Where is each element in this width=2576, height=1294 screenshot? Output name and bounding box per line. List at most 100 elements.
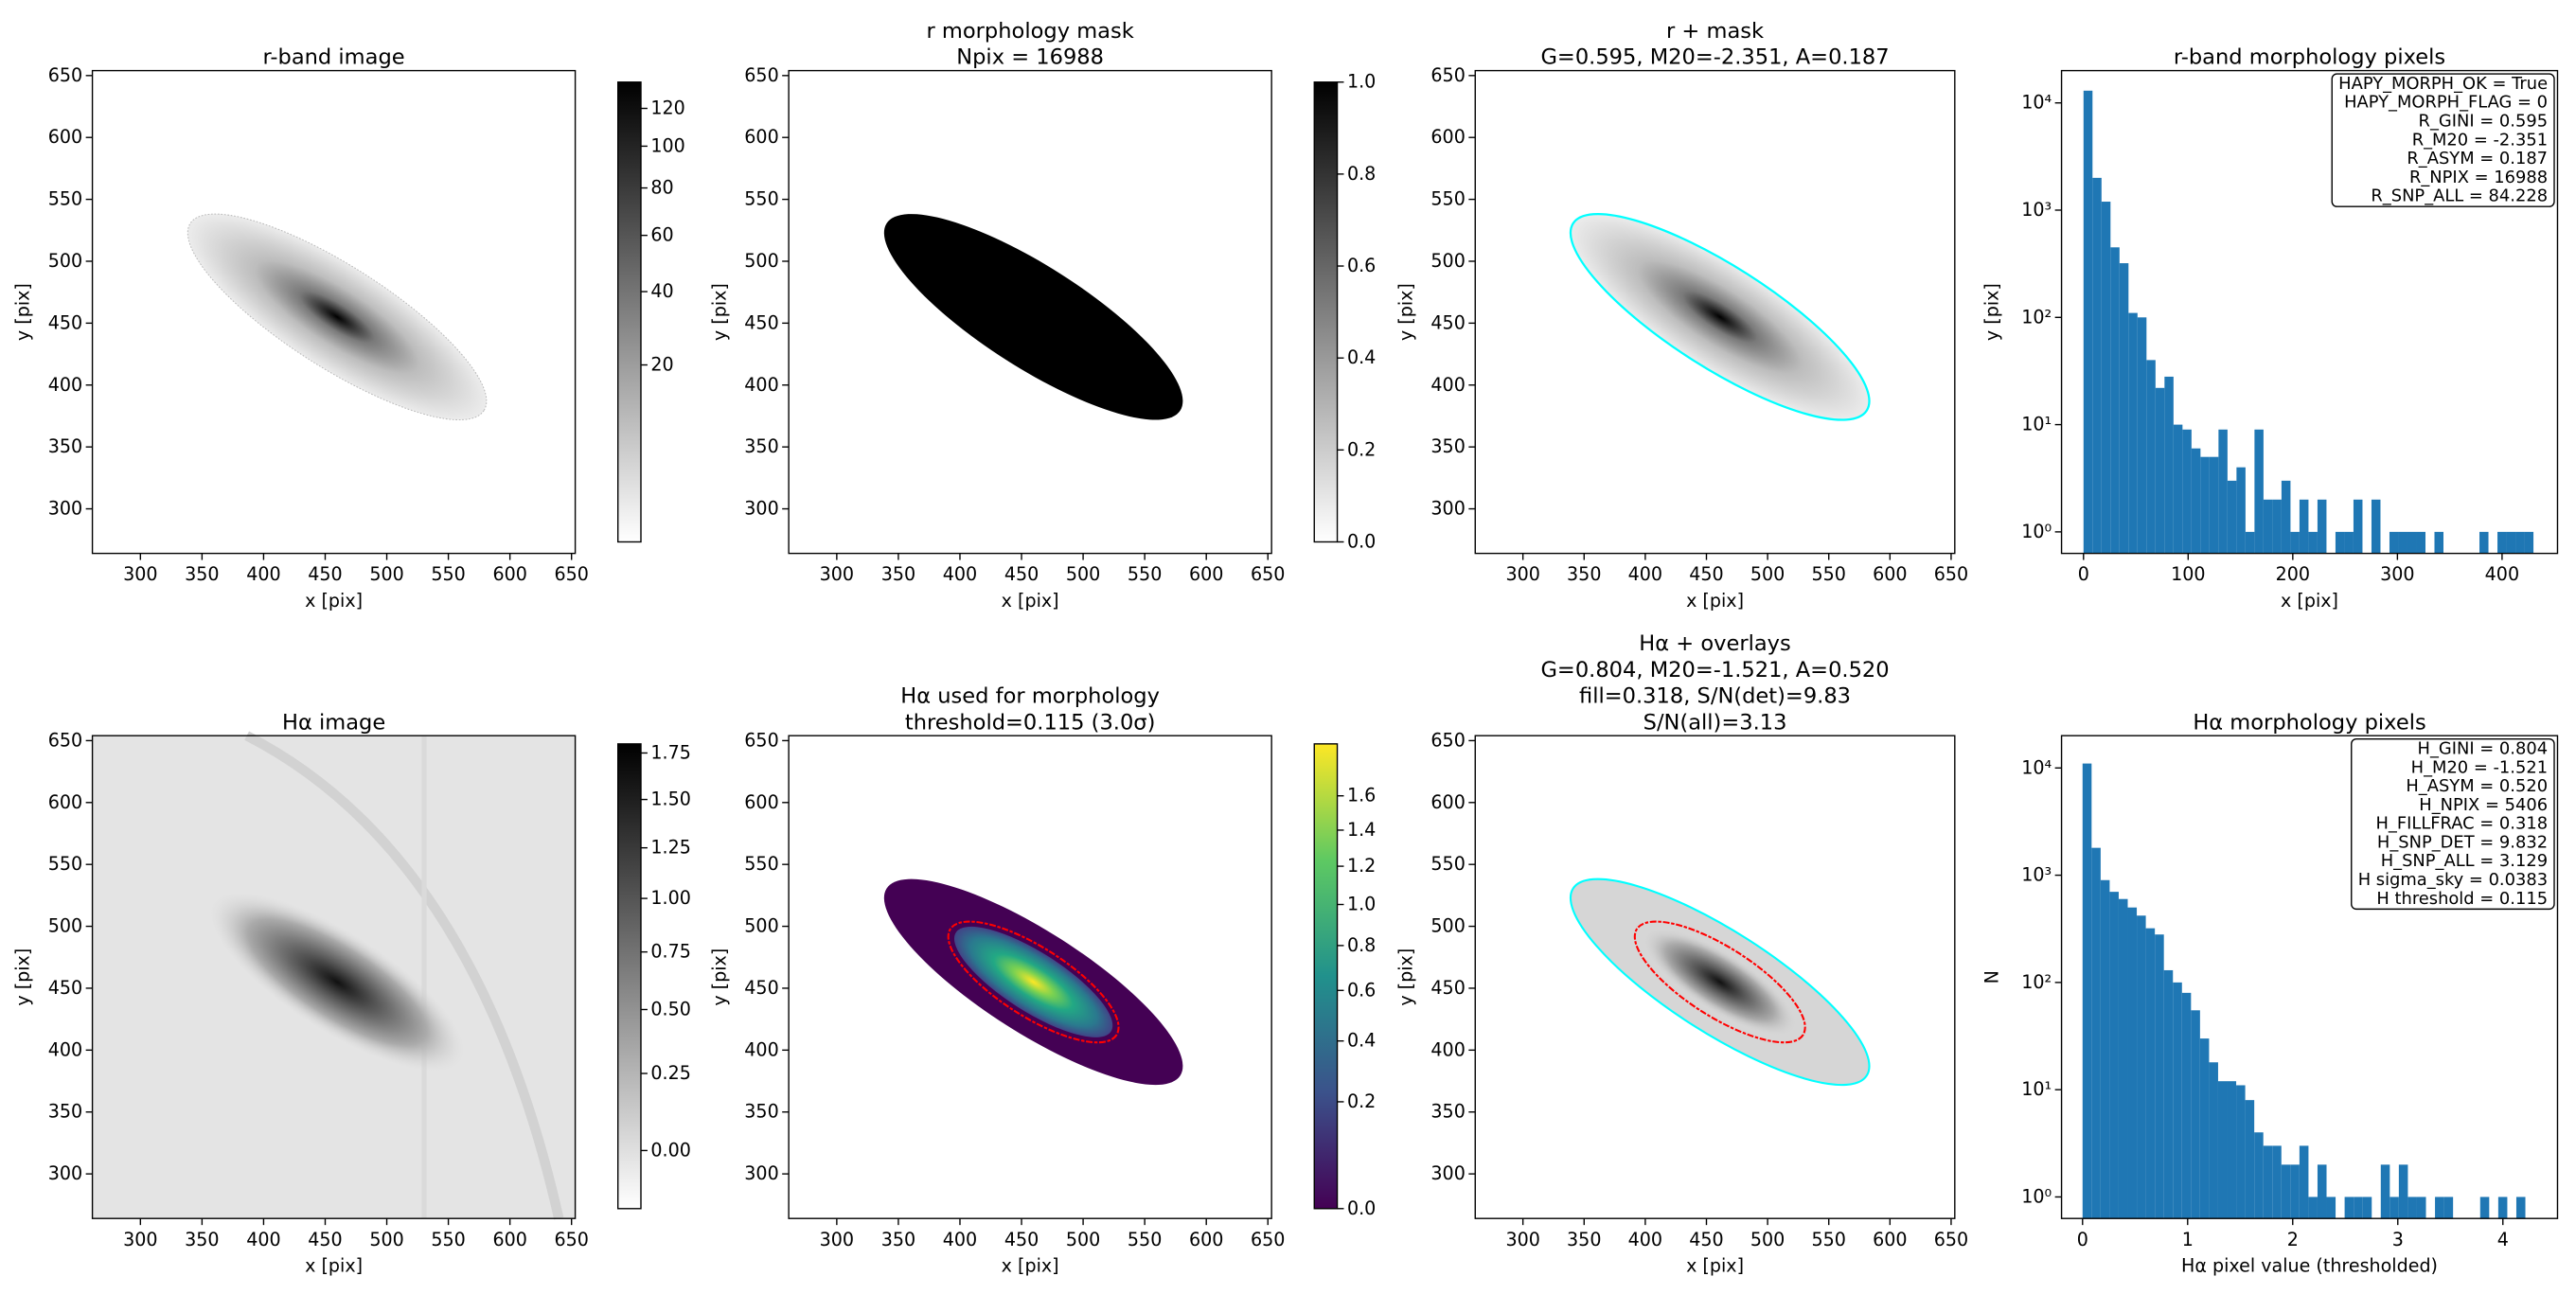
x-axis-label: x [pix] [305, 1256, 363, 1277]
hist-bar [2335, 531, 2345, 554]
colorbar [617, 743, 642, 1210]
y-tick-label: 10² [2021, 972, 2052, 993]
y-axis-label: y [pix] [1395, 948, 1416, 1006]
hist-bar [2181, 992, 2192, 1219]
colorbar-tick-label: 0.6 [1347, 256, 1376, 276]
y-tick-label: 300 [744, 499, 778, 520]
hist-bar [2272, 499, 2282, 554]
hist-bar [2082, 763, 2092, 1219]
y-tick-label: 450 [48, 312, 82, 333]
x-tick-label: 1 [2182, 1230, 2194, 1250]
hist-bar [2398, 531, 2407, 554]
colorbar-tick-label: 0.8 [1347, 164, 1376, 185]
x-tick-label: 350 [881, 1230, 915, 1250]
hist-bar [2236, 1085, 2246, 1219]
x-tick-label: 500 [369, 564, 403, 585]
ha-image [92, 731, 576, 1220]
y-axis-label: y [pix] [709, 283, 730, 341]
x-tick-label: 400 [246, 564, 280, 585]
y-tick-label: 350 [1430, 436, 1465, 457]
y-tick-label: 450 [48, 978, 82, 999]
y-tick-label: 300 [1430, 1163, 1465, 1184]
axes-frame [2060, 735, 2559, 1219]
hist-bar [2146, 360, 2156, 554]
mask-image [883, 214, 1183, 420]
hist-bar [2497, 1197, 2508, 1219]
x-tick-label: 600 [1189, 1230, 1223, 1250]
y-tick-label: 10⁴ [2021, 93, 2052, 114]
y-tick-label: 350 [1430, 1102, 1465, 1123]
x-tick-label: 550 [1128, 1230, 1162, 1250]
x-tick-label: 650 [1251, 564, 1285, 585]
hist-bar [2398, 1164, 2408, 1219]
colorbar-tick-label: 0.0 [1347, 531, 1376, 552]
panel-title: Hα morphology pixels [2193, 710, 2425, 735]
hist-bar [2118, 898, 2128, 1219]
y-tick-label: 650 [1430, 65, 1465, 86]
y-tick-label: 450 [1430, 312, 1465, 333]
hist-bar [2326, 1197, 2336, 1219]
colorbar-tick-label: 40 [650, 281, 673, 302]
hist-bar [2479, 531, 2489, 554]
axes-frame [788, 735, 1272, 1219]
colorbar-tick-label: 1.00 [650, 888, 690, 909]
y-tick-label: 550 [48, 854, 82, 875]
y-tick-label: 400 [744, 375, 778, 396]
x-tick-label: 550 [1128, 564, 1162, 585]
x-tick-label: 450 [1689, 1230, 1723, 1250]
annotation-line: H_FILLFRAC = 0.318 [2375, 814, 2548, 834]
r-mask-image [1569, 212, 1871, 421]
y-tick-label: 550 [744, 854, 778, 875]
x-tick-label: 3 [2392, 1230, 2404, 1250]
x-tick-label: 300 [123, 564, 157, 585]
y-tick-label: 300 [744, 1163, 778, 1184]
panel-title: G=0.804, M20=-1.521, A=0.520 [1540, 658, 1889, 682]
x-tick-label: 0 [2078, 564, 2089, 585]
x-tick-label: 400 [2485, 564, 2519, 585]
colorbar-tick-label: 20 [650, 355, 673, 376]
hist-bar [2137, 915, 2146, 1219]
hist-bar [2407, 531, 2417, 554]
y-axis-label: y [pix] [13, 283, 34, 341]
x-tick-label: 600 [1873, 1230, 1907, 1250]
x-tick-label: 450 [308, 564, 342, 585]
hist-bar [2145, 928, 2156, 1219]
axes-frame [788, 69, 1272, 555]
colorbar-tick-label: 0.2 [1347, 439, 1376, 460]
y-tick-label: 400 [1430, 1039, 1465, 1060]
colorbar-tick-label: 100 [650, 135, 684, 156]
y-tick-label: 500 [744, 916, 778, 937]
hist-bar [2083, 90, 2093, 554]
y-tick-label: 550 [744, 189, 778, 210]
x-tick-label: 300 [2380, 564, 2414, 585]
hist-bar [2435, 1197, 2444, 1219]
colorbar-tick-label: 0.0 [1347, 1198, 1376, 1219]
hist-bar [2163, 969, 2174, 1219]
y-tick-label: 500 [1430, 251, 1465, 272]
hist-bar [2354, 1197, 2363, 1219]
colorbar-tick-label: 1.75 [650, 742, 690, 763]
hist-bar [2128, 312, 2138, 554]
hist-bar [2227, 1081, 2237, 1219]
hist-bar [2254, 429, 2264, 554]
x-tick-label: 500 [1066, 564, 1100, 585]
x-tick-label: 600 [1189, 564, 1223, 585]
colorbar-tick-label: 0.50 [650, 999, 690, 1019]
y-tick-label: 550 [1430, 854, 1465, 875]
x-tick-label: 500 [369, 1230, 403, 1250]
annotation-line: H_SNP_ALL = 3.129 [2381, 851, 2548, 871]
hist-bar [2299, 1145, 2309, 1219]
annotation-line: HAPY_MORPH_OK = True [2338, 74, 2548, 94]
panel-title: Hα + overlays [1639, 631, 1790, 656]
y-tick-label: 10⁰ [2021, 1186, 2052, 1207]
hist-bar [2263, 1145, 2273, 1219]
hist-bar [2092, 177, 2102, 554]
annotation-frame [2331, 73, 2555, 207]
colorbar-tick-label: 120 [650, 98, 684, 119]
hist-bar [2290, 1164, 2300, 1219]
y-tick-label: 600 [1430, 792, 1465, 813]
hist-bar [2173, 982, 2182, 1219]
colorbar [1313, 81, 1339, 543]
hist-bar [2182, 429, 2192, 554]
